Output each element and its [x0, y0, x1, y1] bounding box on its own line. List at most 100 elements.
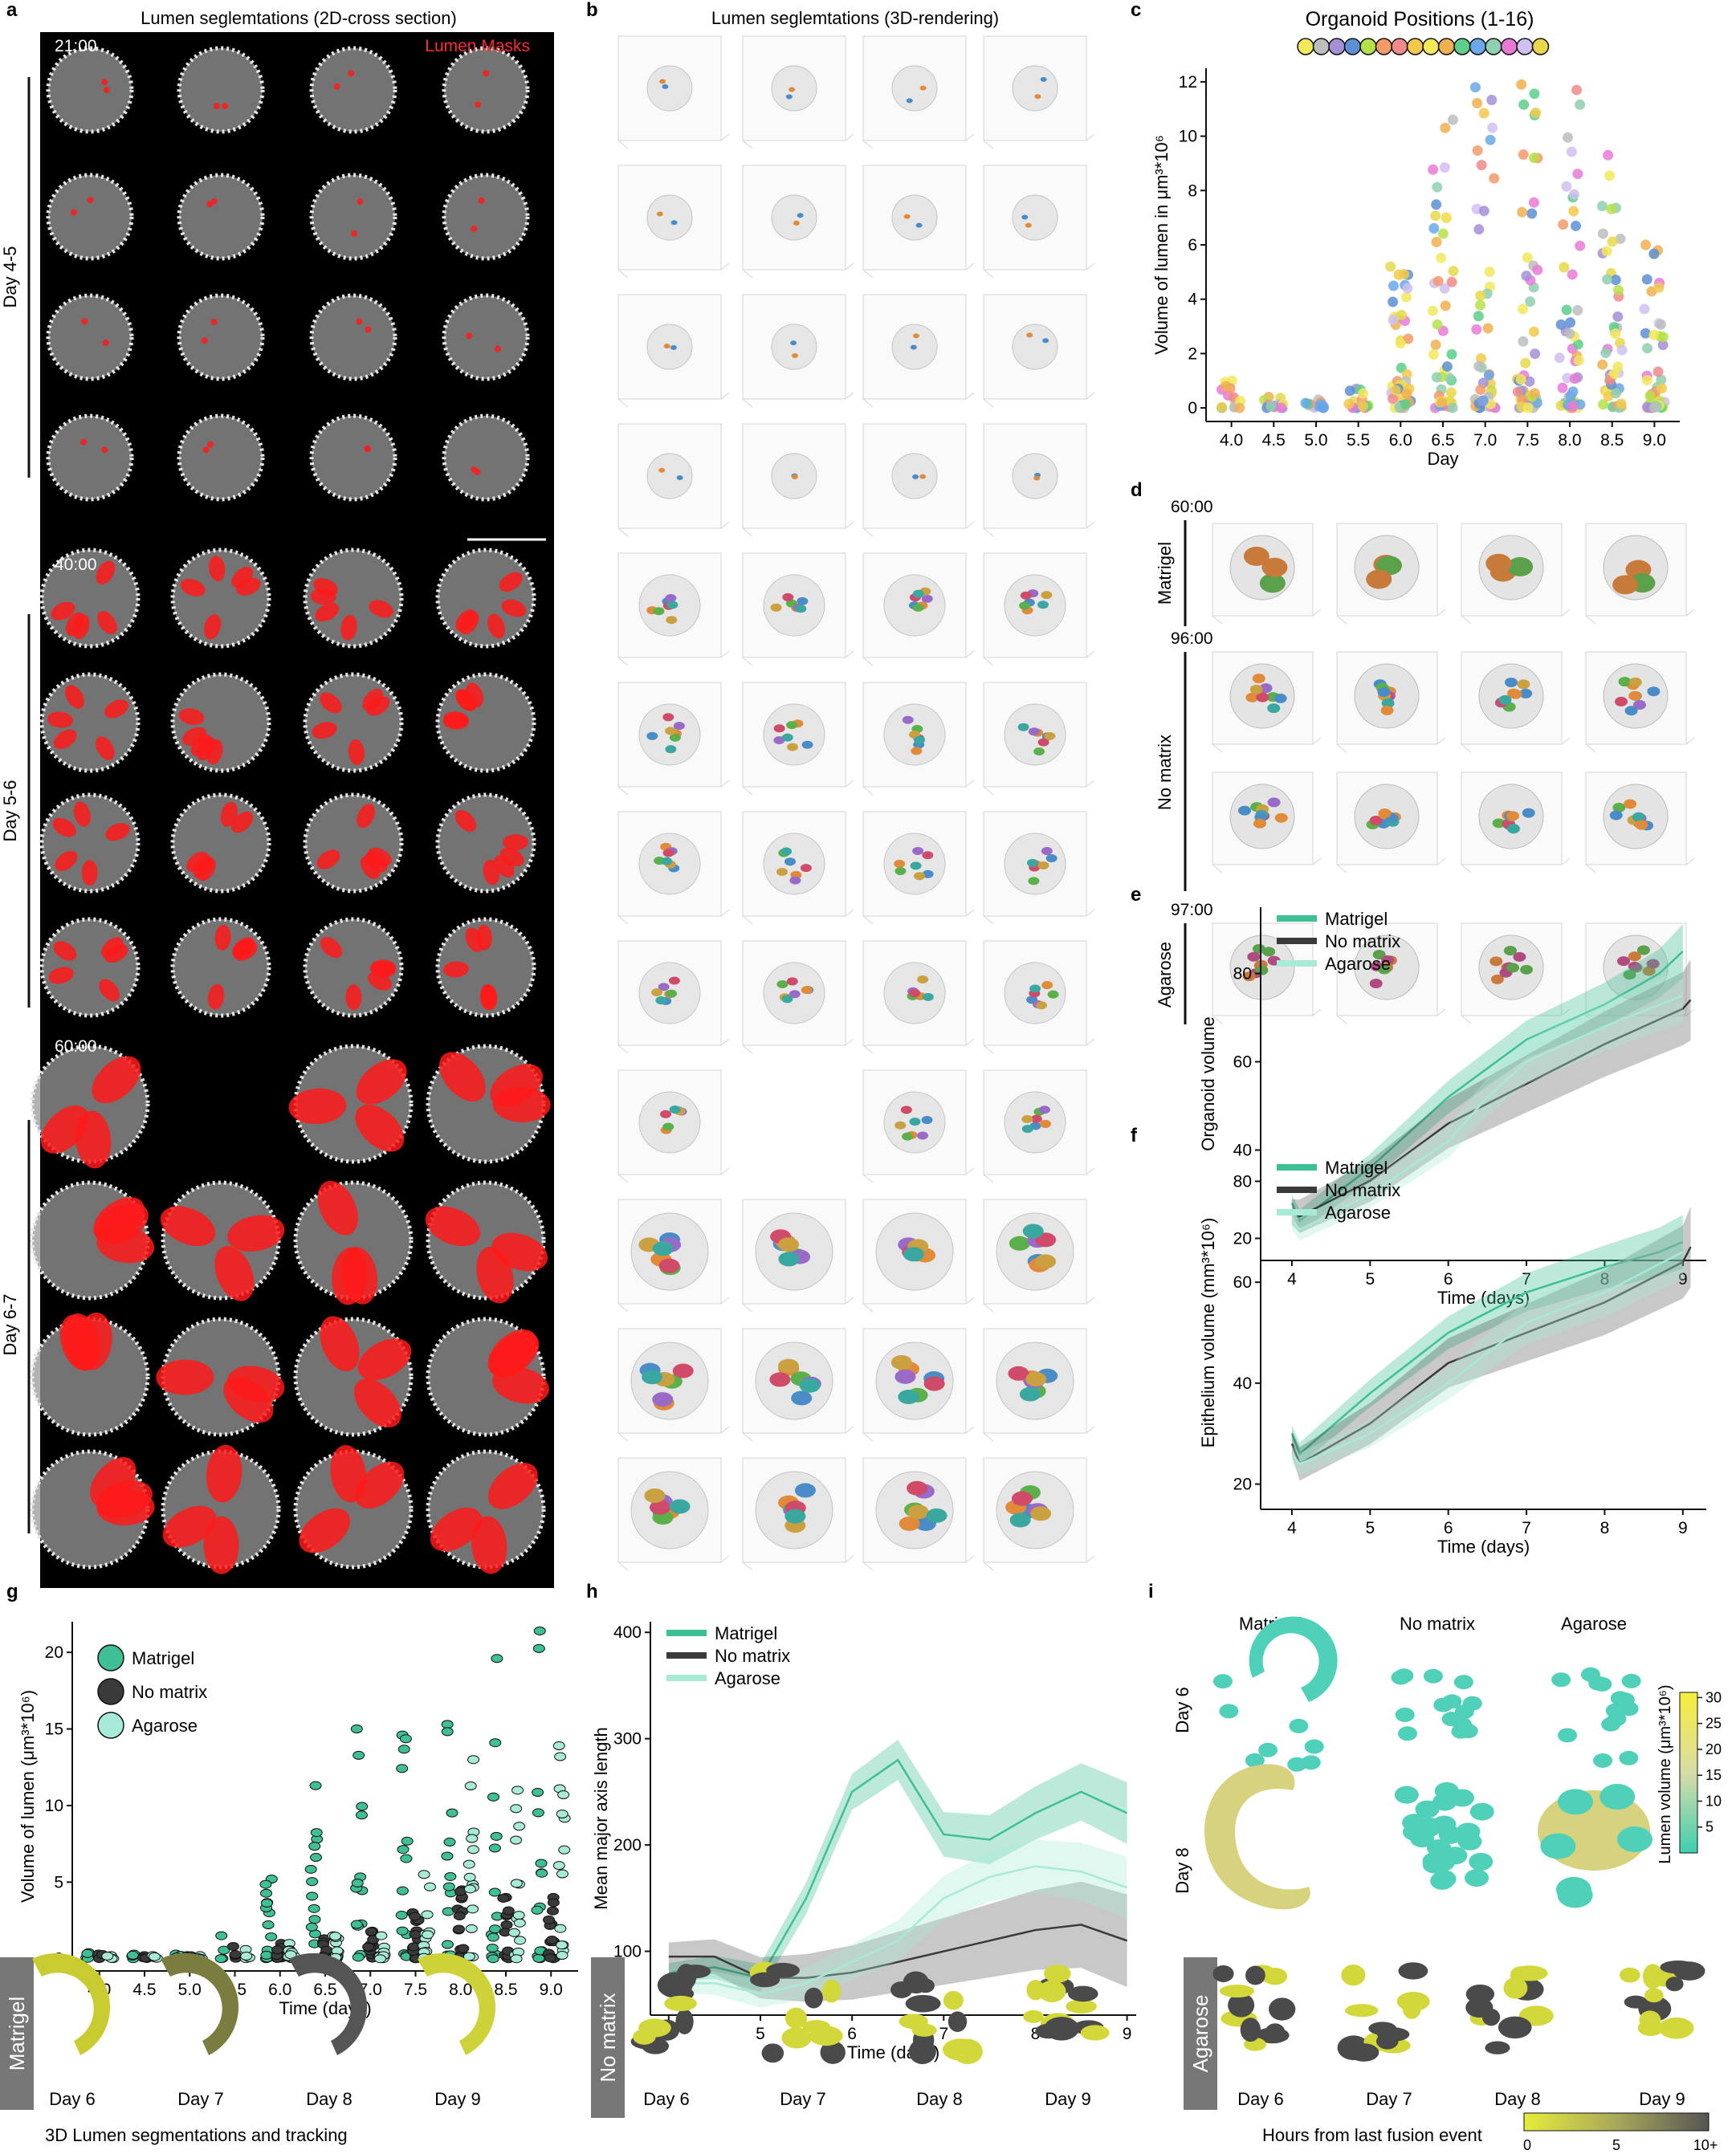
lumen-shape: [1394, 1785, 1419, 1804]
lumen-blob: [770, 603, 782, 612]
render-box-edge: [1086, 1555, 1095, 1563]
x-tick-label: 7.5: [404, 1981, 427, 1999]
lumen-blob: [1037, 738, 1049, 747]
x-tick-label: 9: [1123, 2025, 1132, 2043]
cell-body: [438, 919, 534, 1016]
lumen-blob: [1628, 951, 1641, 962]
lumen-shape: [1258, 1742, 1278, 1757]
confidence-band: [1291, 924, 1683, 1232]
y-tick-label: 40: [1233, 1142, 1252, 1160]
data-point: [229, 1950, 242, 1960]
panel-j-tag-agarose: [1184, 1957, 1217, 2110]
data-point: [556, 1951, 568, 1961]
position-swatch: [1516, 38, 1534, 55]
data-point: [1597, 228, 1608, 239]
data-point: [271, 1945, 284, 1955]
x-tick-label: 7.5: [1516, 431, 1539, 450]
x-axis-label: Time (days): [1437, 1537, 1530, 1557]
lumen-blob: [800, 864, 812, 873]
lumen-shape: [890, 1981, 913, 1998]
render-box-edge: [983, 915, 994, 925]
data-point: [1616, 344, 1628, 356]
data-point: [1475, 290, 1486, 301]
lumen-blob: [776, 979, 789, 988]
data-point: [1532, 264, 1543, 275]
data-point: [1567, 401, 1579, 412]
data-point: [409, 1912, 422, 1921]
position-swatch: [1531, 38, 1550, 55]
lumen-shape: [942, 2038, 980, 2061]
lumen-blob: [1624, 706, 1638, 716]
lumen-shape: [1624, 1995, 1648, 2009]
lumen-mask: [103, 87, 110, 94]
data-point: [1512, 386, 1523, 397]
legend-label: Agarose: [1325, 954, 1391, 974]
data-point: [1431, 199, 1442, 210]
lumen-blob: [773, 724, 785, 733]
data-point: [1528, 326, 1539, 337]
organoid-render: [891, 65, 938, 112]
render-box-edge: [720, 780, 730, 788]
lumen-blob: [1036, 1001, 1048, 1010]
data-point: [1220, 381, 1232, 392]
cell-rim: [170, 548, 271, 649]
data-point: [396, 1886, 409, 1895]
x-axis-label: Day: [1427, 449, 1458, 469]
data-point: [547, 1898, 560, 1908]
lumen-blob: [1026, 858, 1038, 867]
data-point: [1486, 94, 1498, 105]
render-box-edge: [617, 915, 629, 925]
render-box-edge: [617, 1044, 629, 1054]
panel-i-colorbar-ticks: 5 10 15 20 25 30: [1697, 1689, 1722, 1835]
lumen-shape: [1453, 1717, 1473, 1733]
y-tick-label: 100: [613, 1943, 642, 1961]
panel-d-time-2: 96:00: [1171, 629, 1213, 648]
x-tick-label: 8: [1031, 2025, 1041, 2043]
organoid-render: [646, 453, 693, 499]
lumen-shape: [899, 2014, 928, 2030]
data-point: [536, 1868, 548, 1878]
lumen-mask: [207, 983, 225, 1010]
data-point: [1641, 274, 1652, 285]
data-point: [1444, 372, 1455, 383]
y-axis-label: Mean major axis length: [591, 1727, 611, 1909]
lumen-blob: [658, 1258, 680, 1273]
data-point: [1567, 269, 1578, 280]
organoid-render: [646, 194, 693, 241]
data-point: [1565, 317, 1576, 328]
lumen-mask: [492, 1366, 549, 1404]
data-point: [1439, 162, 1450, 173]
x-tick-label: 6: [1444, 1270, 1453, 1289]
organoid-render: [638, 1091, 701, 1154]
lumen-blob: [898, 1390, 919, 1405]
y-tick-label: 15: [45, 1720, 63, 1739]
data-point: [510, 1879, 523, 1888]
lumen-blob: [1612, 802, 1626, 812]
lumen-mask: [459, 611, 479, 635]
render-box-edge: [742, 527, 753, 537]
data-point: [260, 1888, 273, 1898]
cell-rim: [46, 413, 134, 502]
data-point: [1655, 319, 1666, 330]
lumen-mask: [53, 941, 77, 961]
lumen-blob: [650, 1500, 671, 1515]
render-box-edge: [965, 1555, 975, 1563]
data-point: [395, 1911, 408, 1920]
lumen-shape: [1394, 1668, 1414, 1684]
data-point: [1428, 164, 1439, 175]
data-point: [310, 1828, 323, 1838]
y-tick-label: 20: [1233, 1230, 1252, 1248]
cell-body: [179, 48, 263, 132]
lumen-mask: [288, 1088, 347, 1125]
lumen-mask: [348, 739, 365, 765]
panel-i-colorbar-label: Lumen volume (μm³*10⁶): [1657, 1684, 1674, 1863]
panel-i-col-3: Agarose: [1561, 1614, 1627, 1634]
lumen-blob: [1040, 1119, 1052, 1128]
data-point: [444, 1871, 457, 1881]
data-point: [489, 1738, 502, 1748]
lumen-mask: [186, 851, 210, 873]
lumen-shape: [1219, 1985, 1255, 1998]
lumen-blob: [669, 733, 681, 742]
position-swatch: [1312, 38, 1331, 55]
render-box-edge: [1086, 1038, 1095, 1046]
